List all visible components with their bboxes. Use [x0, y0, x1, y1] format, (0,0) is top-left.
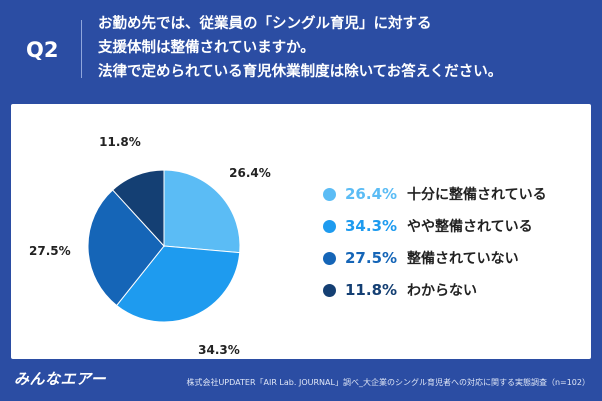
legend-swatch: [323, 187, 336, 201]
source-note: 株式会社UPDATER「AIR Lab. JOURNAL」調べ_大企業のシングル…: [186, 378, 590, 387]
legend-label: 整備されていない: [407, 251, 519, 267]
legend-item: 27.5% 整備されていない: [323, 242, 583, 274]
pie-slice: [111, 169, 165, 248]
question-number: Q2: [26, 38, 59, 62]
legend-percent: 27.5%: [345, 249, 398, 267]
legend-label: やや整備されている: [407, 219, 533, 235]
pie-slice-label: 27.5%: [29, 244, 71, 258]
legend-percent: 34.3%: [345, 217, 398, 235]
legend-item: 34.3% やや整備されている: [323, 210, 583, 242]
legend-label: 十分に整備されている: [407, 187, 547, 203]
legend-item: 11.8% わからない: [323, 274, 583, 306]
pie-chart: 26.4% 34.3% 27.5% 11.8%: [29, 135, 271, 357]
legend-item: 26.4% 十分に整備されている: [323, 178, 583, 210]
pie-slice-label: 34.3%: [198, 343, 240, 357]
legend: 26.4% 十分に整備されている 34.3% やや整備されている 27.5% 整…: [323, 178, 583, 306]
header: Q2 お勤め先では、従業員の「シングル育児」に対する 支援体制は整備されています…: [0, 0, 602, 100]
legend-label: わからない: [407, 283, 477, 299]
pie-slice: [115, 245, 241, 323]
pie-slice: [87, 189, 165, 307]
question-line-2: 支援体制は整備されていますか。: [98, 40, 315, 56]
legend-percent: 11.8%: [345, 281, 398, 299]
question-line-3: 法律で定められている育児休業制度は除いてお答えください。: [98, 64, 503, 80]
legend-percent: 26.4%: [345, 185, 398, 203]
pie-slice: [163, 169, 241, 254]
chart-card: 26.4% 34.3% 27.5% 11.8% 26.4% 十分に整備されている 34…: [11, 104, 591, 359]
pie-slice-label: 26.4%: [229, 166, 271, 180]
legend-swatch: [323, 251, 336, 265]
pie-slice-label: 11.8%: [99, 135, 141, 149]
legend-swatch: [323, 219, 336, 233]
legend-swatch: [323, 283, 336, 297]
brand-logo: みんなエアー: [14, 370, 107, 388]
question-line-1: お勤め先では、従業員の「シングル育児」に対する: [98, 16, 432, 32]
question-text: お勤め先では、従業員の「シングル育児」に対する 支援体制は整備されていますか。 …: [98, 12, 593, 84]
header-divider: [81, 20, 82, 78]
